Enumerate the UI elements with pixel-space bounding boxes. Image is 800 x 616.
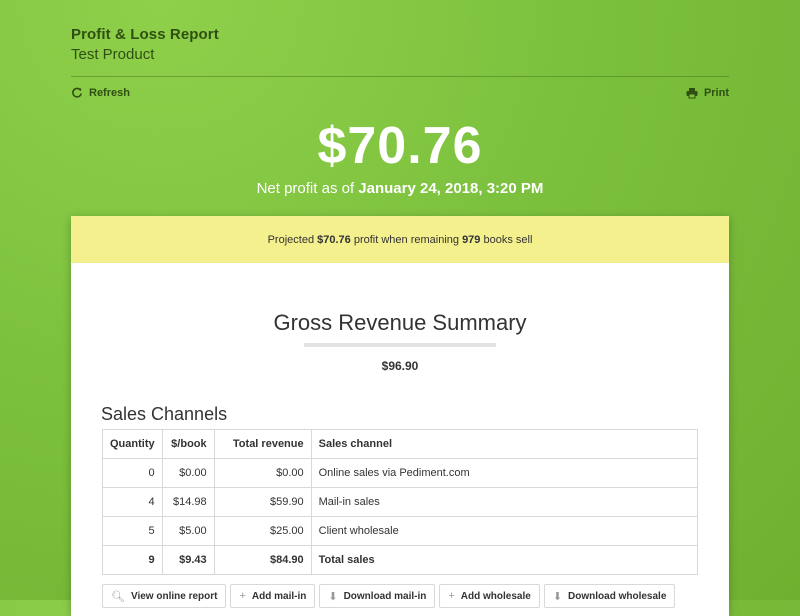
cell-per-book: $0.00 [161, 458, 215, 488]
cell-per-book: $14.98 [161, 487, 215, 517]
total-label: Total sales [310, 545, 699, 575]
refresh-button[interactable]: Refresh [71, 87, 130, 99]
asof-date: January 24, 2018, 3:20 PM [358, 180, 544, 197]
add-wholesale-label: Add wholesale [460, 590, 531, 602]
cell-sales-channel: Client wholesale [310, 516, 699, 546]
download-mail-in-button[interactable]: ⬇︎ Download mail-in [319, 584, 436, 608]
table-total-row: 9 $9.43 $84.90 Total sales [102, 545, 699, 575]
asof-prefix: Net profit as of [256, 180, 359, 197]
cell-total-revenue: $59.90 [213, 487, 312, 517]
column-header-total-revenue: Total revenue [213, 429, 312, 459]
add-mail-in-label: Add mail-in [251, 590, 307, 602]
table-row: 4 $14.98 $59.90 Mail-in sales [102, 487, 699, 517]
download-mail-in-label: Download mail-in [343, 590, 427, 602]
report-actions: 🔍︎ View online report + Add mail-in ⬇︎ D… [102, 584, 676, 608]
add-mail-in-button[interactable]: + Add mail-in [230, 584, 316, 608]
total-per-book: $9.43 [161, 545, 215, 575]
cell-quantity: 0 [102, 458, 163, 488]
search-icon: 🔍︎ [111, 590, 125, 603]
cell-per-book: $5.00 [161, 516, 215, 546]
report-header: Profit & Loss Report Test Product [71, 26, 729, 63]
report-card: Projected $70.76 profit when remaining 9… [71, 216, 729, 616]
net-profit-amount: $70.76 [317, 117, 483, 175]
gross-revenue-divider [304, 343, 496, 347]
cell-sales-channel: Online sales via Pediment.com [310, 458, 699, 488]
page-title: Profit & Loss Report [71, 26, 219, 43]
table-row: 5 $5.00 $25.00 Client wholesale [102, 516, 699, 546]
cell-quantity: 4 [102, 487, 163, 517]
banner-middle: profit when remaining [350, 233, 463, 246]
column-header-sales-channel: Sales channel [310, 429, 699, 459]
cell-sales-channel: Mail-in sales [310, 487, 699, 517]
column-header-per-book: $/book [161, 429, 215, 459]
refresh-label: Refresh [89, 87, 130, 99]
add-wholesale-button[interactable]: + Add wholesale [439, 584, 540, 608]
sales-channels-title: Sales Channels [101, 404, 228, 424]
print-button[interactable]: Print [686, 87, 729, 99]
projection-banner: Projected $70.76 profit when remaining 9… [71, 216, 729, 263]
banner-count: 979 [462, 233, 481, 246]
column-header-quantity: Quantity [102, 429, 163, 459]
view-online-report-button[interactable]: 🔍︎ View online report [102, 584, 227, 608]
total-quantity: 9 [102, 545, 163, 575]
refresh-icon [72, 87, 82, 98]
sales-channels-table: Quantity $/book Total revenue Sales chan… [102, 429, 699, 575]
cell-total-revenue: $25.00 [213, 516, 312, 546]
total-revenue: $84.90 [213, 545, 312, 575]
product-name: Test Product [71, 46, 155, 63]
banner-prefix: Projected [267, 233, 318, 246]
table-header-row: Quantity $/book Total revenue Sales chan… [102, 429, 699, 459]
print-label: Print [703, 87, 729, 99]
cell-total-revenue: $0.00 [213, 458, 312, 488]
download-icon: ⬇︎ [552, 590, 563, 603]
printer-icon [686, 88, 698, 99]
gross-revenue-title: Gross Revenue Summary [273, 310, 527, 335]
cell-quantity: 5 [102, 516, 163, 546]
banner-amount: $70.76 [317, 233, 351, 246]
view-online-report-label: View online report [130, 590, 218, 602]
header-divider [71, 76, 729, 77]
plus-icon: + [239, 590, 246, 602]
download-icon: ⬇︎ [328, 590, 338, 603]
download-wholesale-button[interactable]: ⬇︎ Download wholesale [543, 584, 676, 608]
toolbar: Refresh Print [71, 87, 729, 103]
net-profit-caption: Net profit as of January 24, 2018, 3:20 … [0, 180, 800, 197]
gross-revenue-value: $96.90 [381, 359, 419, 373]
download-wholesale-label: Download wholesale [568, 590, 667, 602]
plus-icon: + [448, 590, 455, 602]
banner-suffix: books sell [480, 233, 533, 246]
table-row: 0 $0.00 $0.00 Online sales via Pediment.… [102, 458, 699, 488]
